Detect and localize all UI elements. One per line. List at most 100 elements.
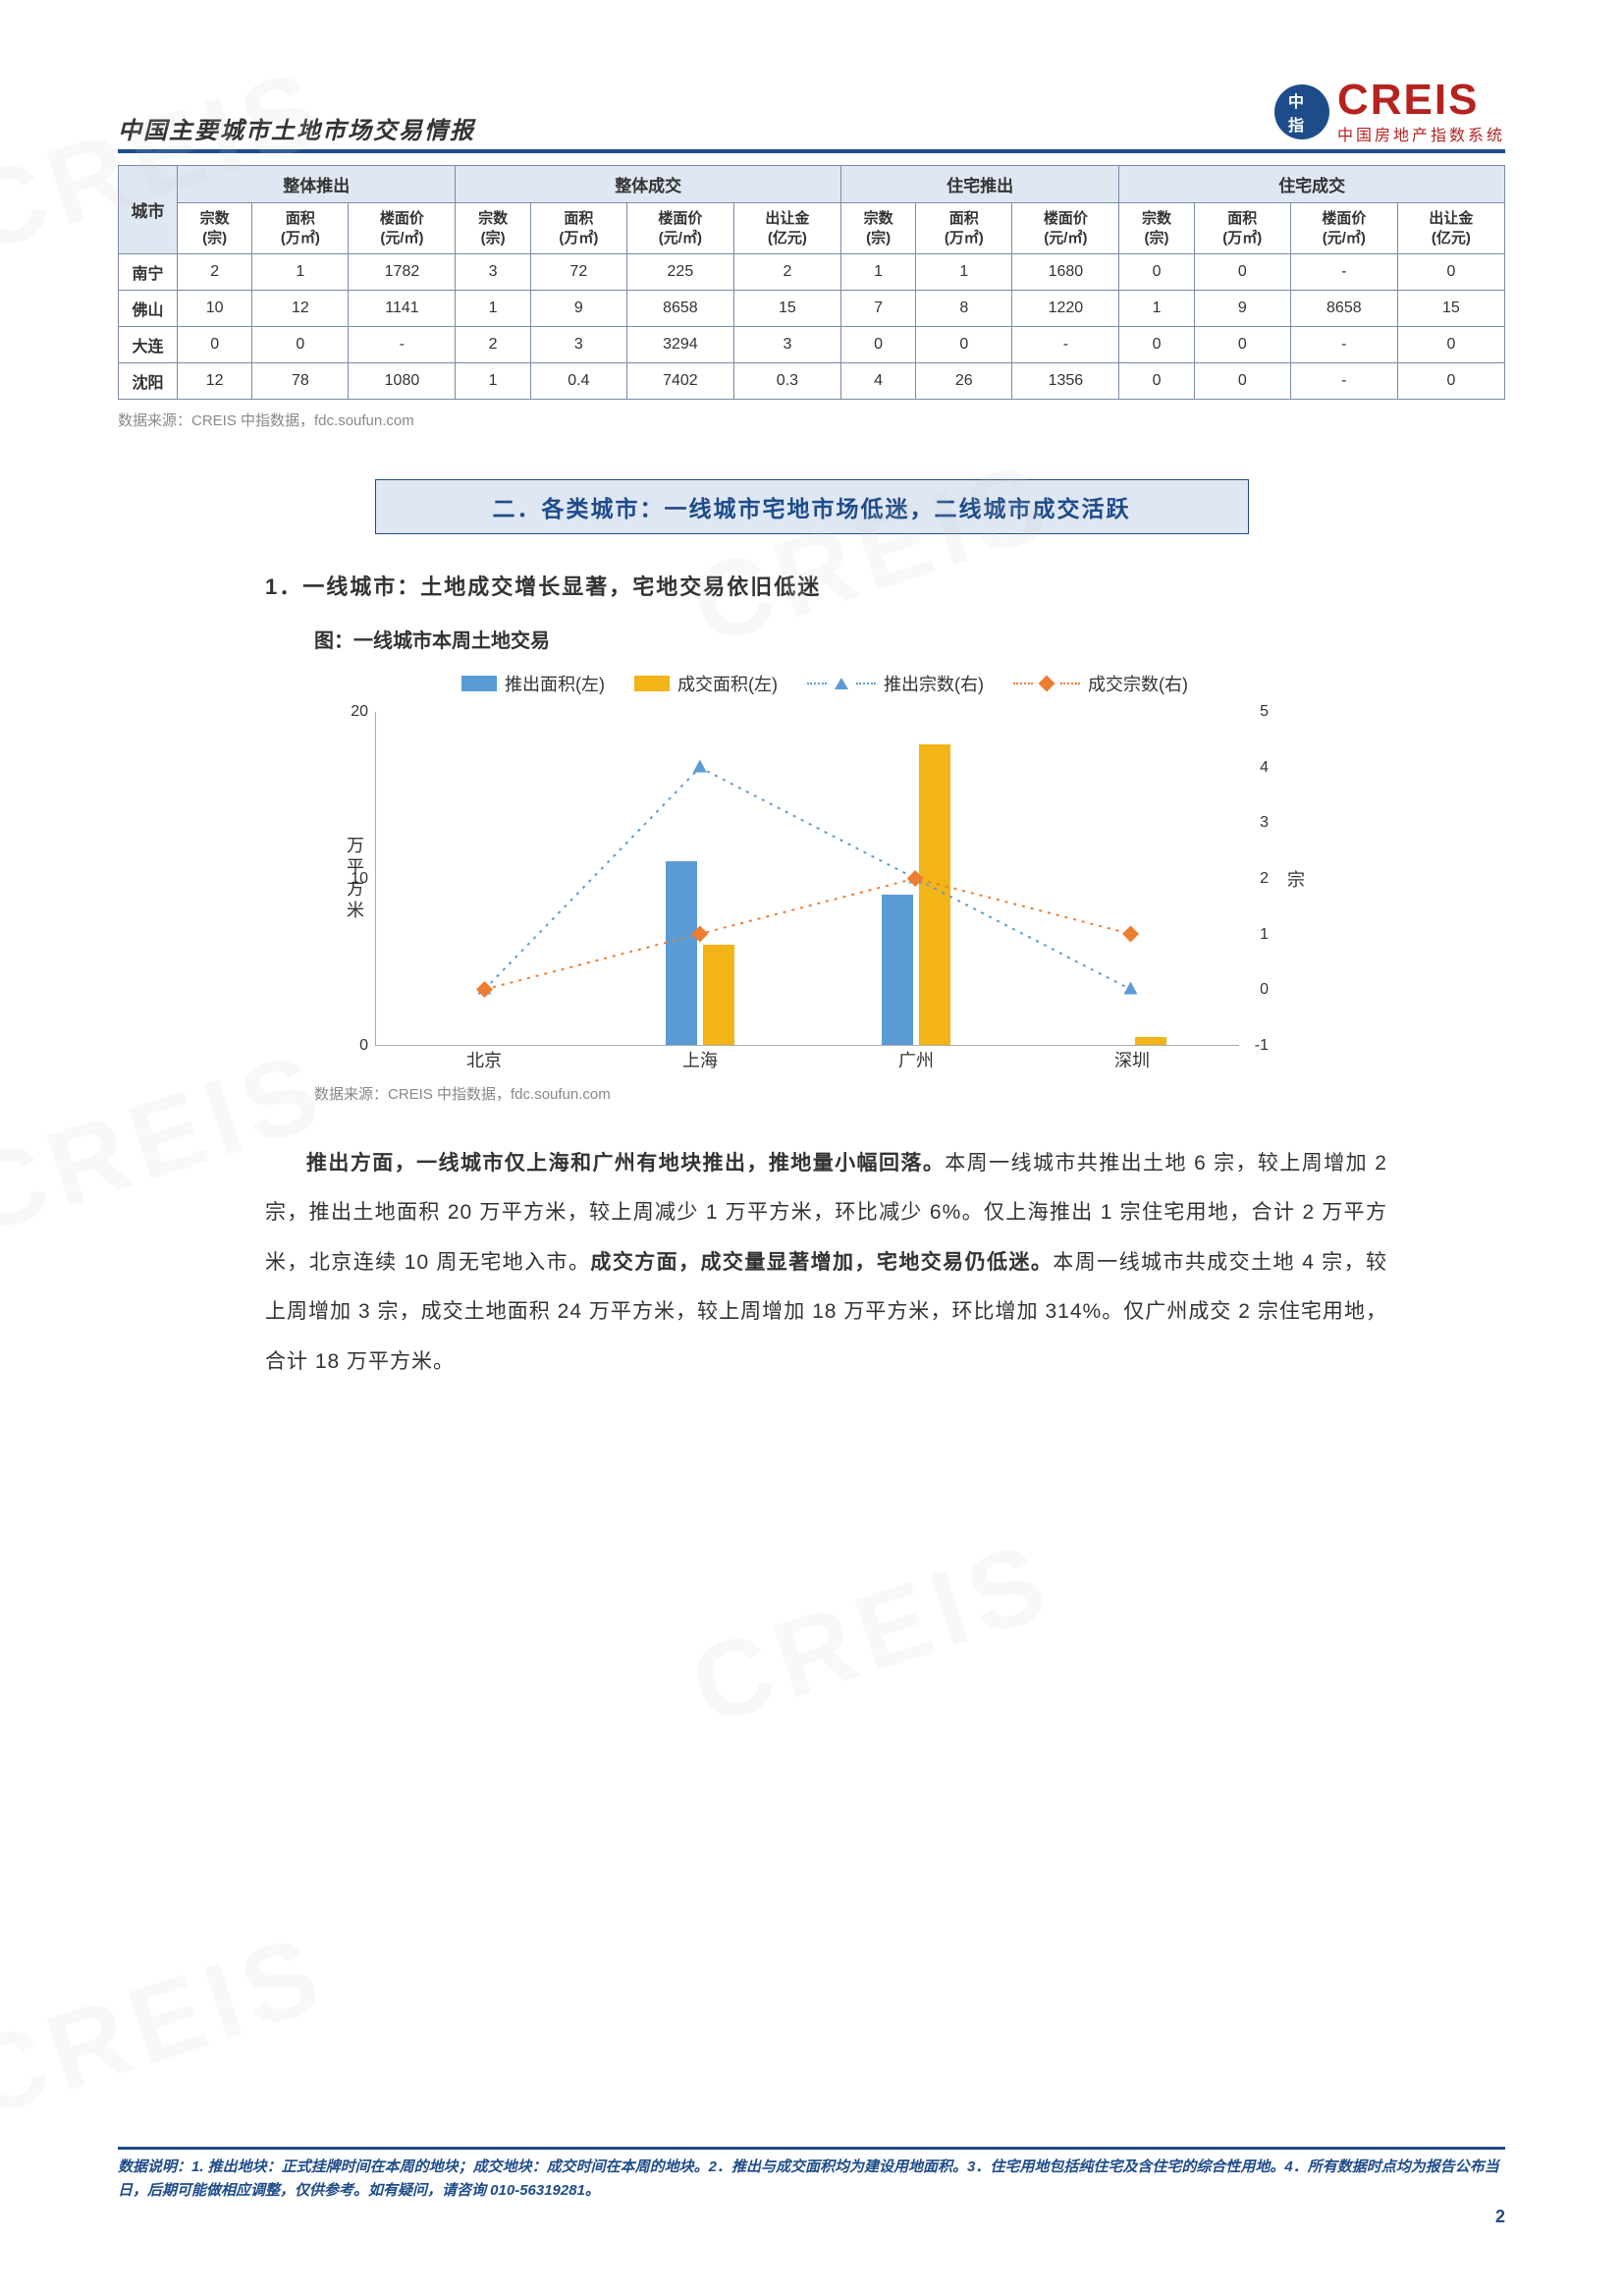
watermark: CREIS xyxy=(0,1910,341,2143)
legend-item: 推出宗数(右) xyxy=(807,671,984,696)
col-sub: 楼面价(元/㎡) xyxy=(626,203,733,254)
land-table: 城市整体推出整体成交住宅推出住宅成交 宗数(宗)面积(万㎡)楼面价(元/㎡)宗数… xyxy=(118,165,1505,400)
cell: 1356 xyxy=(1012,363,1119,400)
xtick: 深圳 xyxy=(1114,1047,1150,1072)
cell: 3 xyxy=(456,254,530,291)
bar xyxy=(666,861,697,1045)
cell: 78 xyxy=(252,363,349,400)
cell: 9 xyxy=(1194,291,1290,327)
cell: 1220 xyxy=(1012,291,1119,327)
cell: 7402 xyxy=(626,363,733,400)
watermark: CREIS xyxy=(677,1517,1067,1750)
cell: 2 xyxy=(733,254,840,291)
cell: - xyxy=(349,327,456,363)
doc-title: 中国主要城市土地市场交易情报 xyxy=(118,111,475,145)
cell: 0 xyxy=(1119,327,1194,363)
ytick-left: 0 xyxy=(339,1037,368,1055)
ytick-right: 1 xyxy=(1260,926,1269,944)
chart: 推出面积(左)成交面积(左)推出宗数(右)成交宗数(右) 万平方米 01020-… xyxy=(334,671,1316,1046)
legend-label: 成交面积(左) xyxy=(677,671,778,696)
cell: 1680 xyxy=(1012,254,1119,291)
col-sub: 出让金(亿元) xyxy=(733,203,840,254)
cell: - xyxy=(1012,327,1119,363)
ytick-right: 5 xyxy=(1260,703,1269,721)
cell: 0 xyxy=(1194,363,1290,400)
ytick-left: 10 xyxy=(339,870,368,888)
cell: 1141 xyxy=(349,291,456,327)
footer-note: 数据说明：1. 推出地块：正式挂牌时间在本周的地块；成交地块：成交时间在本周的地… xyxy=(118,2156,1505,2203)
logo-main-text: CREIS xyxy=(1337,79,1505,122)
table-row: 佛山101211411986581578122019865815 xyxy=(119,291,1505,327)
chart-plot: 01020-1012345北京上海广州深圳 xyxy=(375,712,1239,1046)
legend-marker-icon xyxy=(1013,683,1033,684)
legend-label: 推出面积(左) xyxy=(505,671,605,696)
col-sub: 宗数(宗) xyxy=(178,203,252,254)
col-group: 整体成交 xyxy=(456,166,840,203)
col-sub: 宗数(宗) xyxy=(1119,203,1194,254)
legend-marker-icon xyxy=(1060,683,1080,684)
cell: 0 xyxy=(1119,363,1194,400)
cell: - xyxy=(1290,254,1397,291)
page-number: 2 xyxy=(118,2207,1505,2227)
cell: 8658 xyxy=(626,291,733,327)
legend-label: 推出宗数(右) xyxy=(884,671,984,696)
col-sub: 楼面价(元/㎡) xyxy=(349,203,456,254)
cell: 1 xyxy=(840,254,915,291)
logo-sub-text: 中国房地产指数系统 xyxy=(1337,122,1505,145)
cell-city: 南宁 xyxy=(119,254,178,291)
cell: 26 xyxy=(916,363,1012,400)
cell: 225 xyxy=(626,254,733,291)
ytick-right: 2 xyxy=(1260,870,1269,888)
cell: 0.3 xyxy=(733,363,840,400)
cell: 15 xyxy=(1397,291,1504,327)
cell: 1080 xyxy=(349,363,456,400)
cell: 0 xyxy=(1194,254,1290,291)
cell: 8 xyxy=(916,291,1012,327)
bar xyxy=(919,744,950,1045)
logo: CREIS 中国房地产指数系统 xyxy=(1274,79,1505,145)
page-footer: 数据说明：1. 推出地块：正式挂牌时间在本周的地块；成交地块：成交时间在本周的地… xyxy=(118,2147,1505,2227)
chart-title: 图：一线城市本周土地交易 xyxy=(314,625,1505,653)
col-group: 整体推出 xyxy=(178,166,456,203)
col-group: 住宅成交 xyxy=(1119,166,1505,203)
col-group: 住宅推出 xyxy=(840,166,1118,203)
bar xyxy=(703,945,734,1045)
col-sub: 出让金(亿元) xyxy=(1397,203,1504,254)
cell: 0 xyxy=(252,327,349,363)
cell: 3294 xyxy=(626,327,733,363)
cell: 1 xyxy=(252,254,349,291)
cell: 0 xyxy=(1194,327,1290,363)
cell: 1782 xyxy=(349,254,456,291)
ytick-right: 3 xyxy=(1260,814,1269,832)
y-right-label: 宗 xyxy=(1274,712,1316,1046)
col-sub: 面积(万㎡) xyxy=(252,203,349,254)
legend-marker-icon xyxy=(856,683,876,684)
body-paragraph: 推出方面，一线城市仅上海和广州有地块推出，推地量小幅回落。本周一线城市共推出土地… xyxy=(265,1139,1387,1387)
cell: 8658 xyxy=(1290,291,1397,327)
body-strong: 成交方面，成交量显著增加，宅地交易仍低迷。 xyxy=(590,1251,1053,1274)
body-strong: 推出方面，一线城市仅上海和广州有地块推出，推地量小幅回落。 xyxy=(306,1152,945,1175)
cell: 0 xyxy=(178,327,252,363)
cell: - xyxy=(1290,363,1397,400)
cell: 3 xyxy=(733,327,840,363)
cell: 10 xyxy=(178,291,252,327)
bar xyxy=(882,895,913,1045)
cell: 72 xyxy=(530,254,626,291)
cell: 0.4 xyxy=(530,363,626,400)
ytick-right: 0 xyxy=(1260,981,1269,999)
cell: 3 xyxy=(530,327,626,363)
cell: 2 xyxy=(178,254,252,291)
cell: 9 xyxy=(530,291,626,327)
cell: 0 xyxy=(1397,327,1504,363)
xtick: 北京 xyxy=(466,1047,502,1072)
cell: 0 xyxy=(916,327,1012,363)
col-sub: 面积(万㎡) xyxy=(916,203,1012,254)
cell: 0 xyxy=(840,327,915,363)
cell: 0 xyxy=(1397,254,1504,291)
col-sub: 宗数(宗) xyxy=(840,203,915,254)
table-row: 大连00-233294300-00-0 xyxy=(119,327,1505,363)
col-sub: 宗数(宗) xyxy=(456,203,530,254)
ytick-left: 20 xyxy=(339,703,368,721)
section-banner: 二．各类城市：一线城市宅地市场低迷，二线城市成交活跃 xyxy=(375,479,1249,534)
legend-marker-icon xyxy=(1039,676,1055,692)
